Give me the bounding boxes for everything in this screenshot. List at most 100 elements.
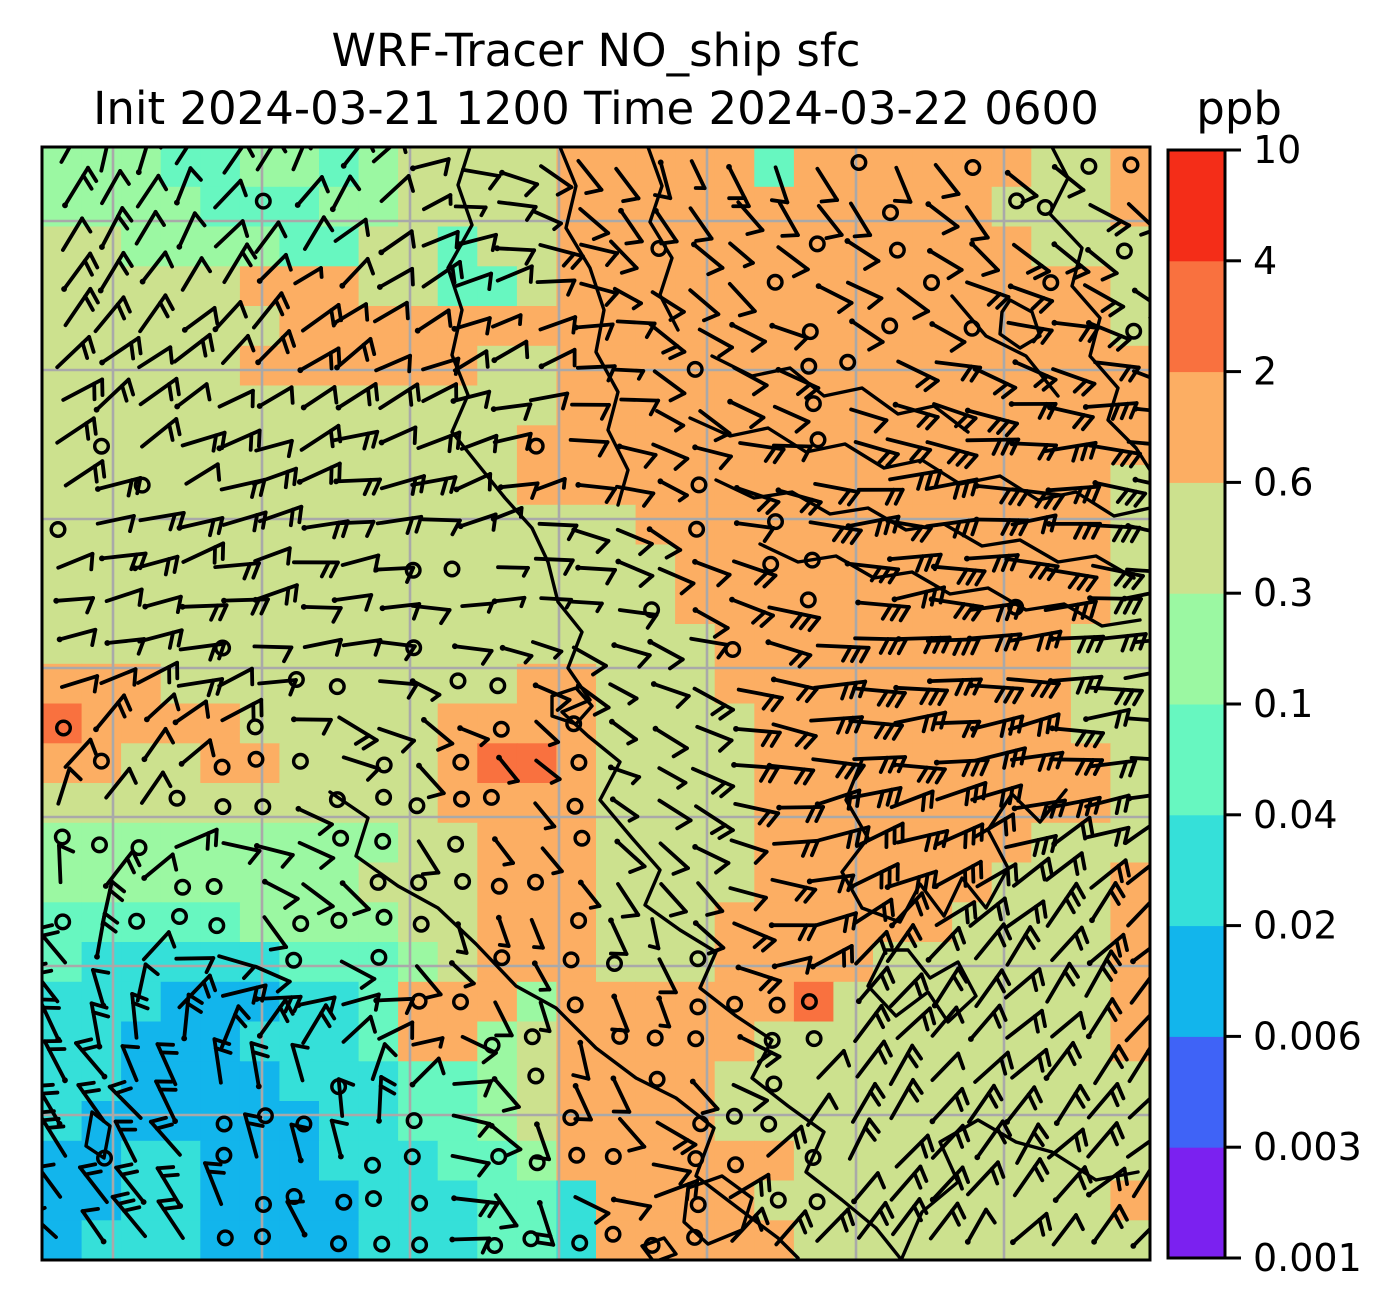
wind-barb-staff	[846, 280, 884, 301]
wind-barb-staff	[414, 964, 443, 997]
contour-cell	[596, 862, 637, 903]
wind-barb-staff	[1131, 1157, 1150, 1199]
calm-circle	[92, 752, 110, 770]
wind-barb	[378, 679, 419, 700]
wind-barb-tick	[991, 554, 1002, 573]
calm-circle	[643, 1236, 661, 1254]
wind-barb-tick	[206, 678, 216, 698]
wind-barb-tick	[984, 1207, 997, 1225]
wind-barb	[222, 242, 258, 285]
wind-barb-tick	[760, 729, 773, 748]
wind-barb-tick	[92, 381, 97, 402]
wind-barb-tick	[706, 945, 726, 956]
wind-barb-tick	[1038, 299, 1055, 314]
wind-barb	[612, 286, 643, 311]
station-dot	[497, 484, 504, 491]
wind-barb	[216, 428, 262, 452]
contour-cell	[793, 544, 835, 585]
wind-barb-tick	[1037, 1053, 1045, 1073]
wind-barb-tick	[216, 516, 225, 536]
wind-barb-staff	[334, 519, 376, 526]
wind-barb-tick	[995, 603, 1005, 623]
wind-barb-tick	[316, 904, 335, 916]
station-dot	[609, 718, 615, 725]
contour-cell	[873, 1220, 914, 1260]
wind-barb-tick	[128, 514, 136, 534]
wind-barb-tick	[1121, 932, 1129, 952]
wind-barb-tick	[884, 829, 889, 850]
wind-barb-tick	[211, 433, 218, 453]
coastline	[710, 354, 970, 434]
contour-cell	[160, 862, 201, 903]
calm-circle	[690, 476, 708, 494]
station-dot	[1086, 319, 1092, 326]
contour-cell	[160, 1220, 201, 1260]
wind-barb-staff	[492, 1077, 521, 1109]
wind-barb	[341, 1014, 377, 1044]
wind-barb-staff	[659, 882, 688, 914]
wind-barb-tick	[1074, 757, 1086, 776]
wind-barb-tick	[290, 1042, 310, 1050]
wind-barb	[334, 337, 377, 371]
contour-cell	[675, 703, 716, 744]
wind-barb-tick	[928, 688, 940, 706]
wind-barb-tick	[992, 1083, 1004, 1102]
wind-barb-tick	[893, 487, 905, 506]
contour-cell	[675, 504, 716, 546]
station-dot	[577, 879, 584, 886]
wind-barb-tick	[999, 788, 1006, 808]
wind-barb-tick	[937, 688, 949, 707]
station-dot	[1126, 795, 1133, 802]
wind-barb	[855, 599, 911, 623]
wind-barb	[975, 862, 1019, 889]
coastline	[866, 948, 978, 1024]
wind-barb-tick	[242, 964, 257, 980]
contour-cell	[793, 942, 835, 983]
wind-barb-staff	[611, 367, 646, 373]
wind-barb-tick	[719, 784, 736, 799]
station-dot	[929, 1118, 936, 1125]
wind-barb	[333, 217, 370, 243]
wind-barb	[732, 365, 769, 397]
chart-subtitle: Init 2024-03-21 1200 Time 2024-03-22 060…	[93, 82, 1099, 135]
station-dot	[376, 284, 383, 290]
wind-barb	[255, 147, 288, 172]
wind-barb-tick	[789, 650, 804, 666]
wind-barb-staff	[773, 165, 790, 205]
wind-barb-tick	[879, 870, 884, 890]
wind-barb-staff	[693, 845, 731, 865]
calm-circle	[330, 911, 348, 929]
station-dot	[300, 404, 307, 411]
wind-barb	[652, 725, 689, 759]
wind-barb-tick	[319, 560, 331, 579]
wind-barb-staff	[619, 208, 644, 244]
contour-cell	[239, 862, 281, 903]
wind-barb-tick	[889, 604, 902, 622]
wind-barb-tick	[286, 438, 294, 459]
station-dot	[143, 716, 150, 723]
station-dot	[1092, 479, 1099, 486]
contour-cell	[596, 902, 637, 943]
station-dot	[104, 640, 111, 646]
chart-title: WRF-Tracer NO_ship sfc	[331, 24, 861, 77]
contour-cell	[160, 465, 201, 506]
station-dot	[974, 1154, 981, 1161]
wind-barb	[99, 335, 143, 366]
wind-barb-tick	[412, 425, 418, 445]
wind-barb-tick	[804, 386, 821, 400]
station-dot	[448, 960, 455, 966]
wind-barb-tick	[174, 417, 182, 437]
wind-barb-staff	[698, 409, 732, 436]
wind-barb	[294, 175, 330, 208]
wind-barb-half-tick	[673, 423, 686, 433]
wind-barb	[776, 804, 825, 824]
calm-circle	[285, 951, 303, 969]
wind-barb	[575, 682, 611, 717]
wind-barb-staff	[612, 643, 652, 658]
wind-barb	[93, 693, 133, 733]
wind-barb-tick	[1119, 401, 1130, 421]
wind-barb-tick	[1079, 851, 1087, 871]
wind-barb	[1050, 1010, 1086, 1039]
wind-barb-tick	[143, 962, 160, 977]
wind-barb-tick	[251, 985, 259, 1005]
